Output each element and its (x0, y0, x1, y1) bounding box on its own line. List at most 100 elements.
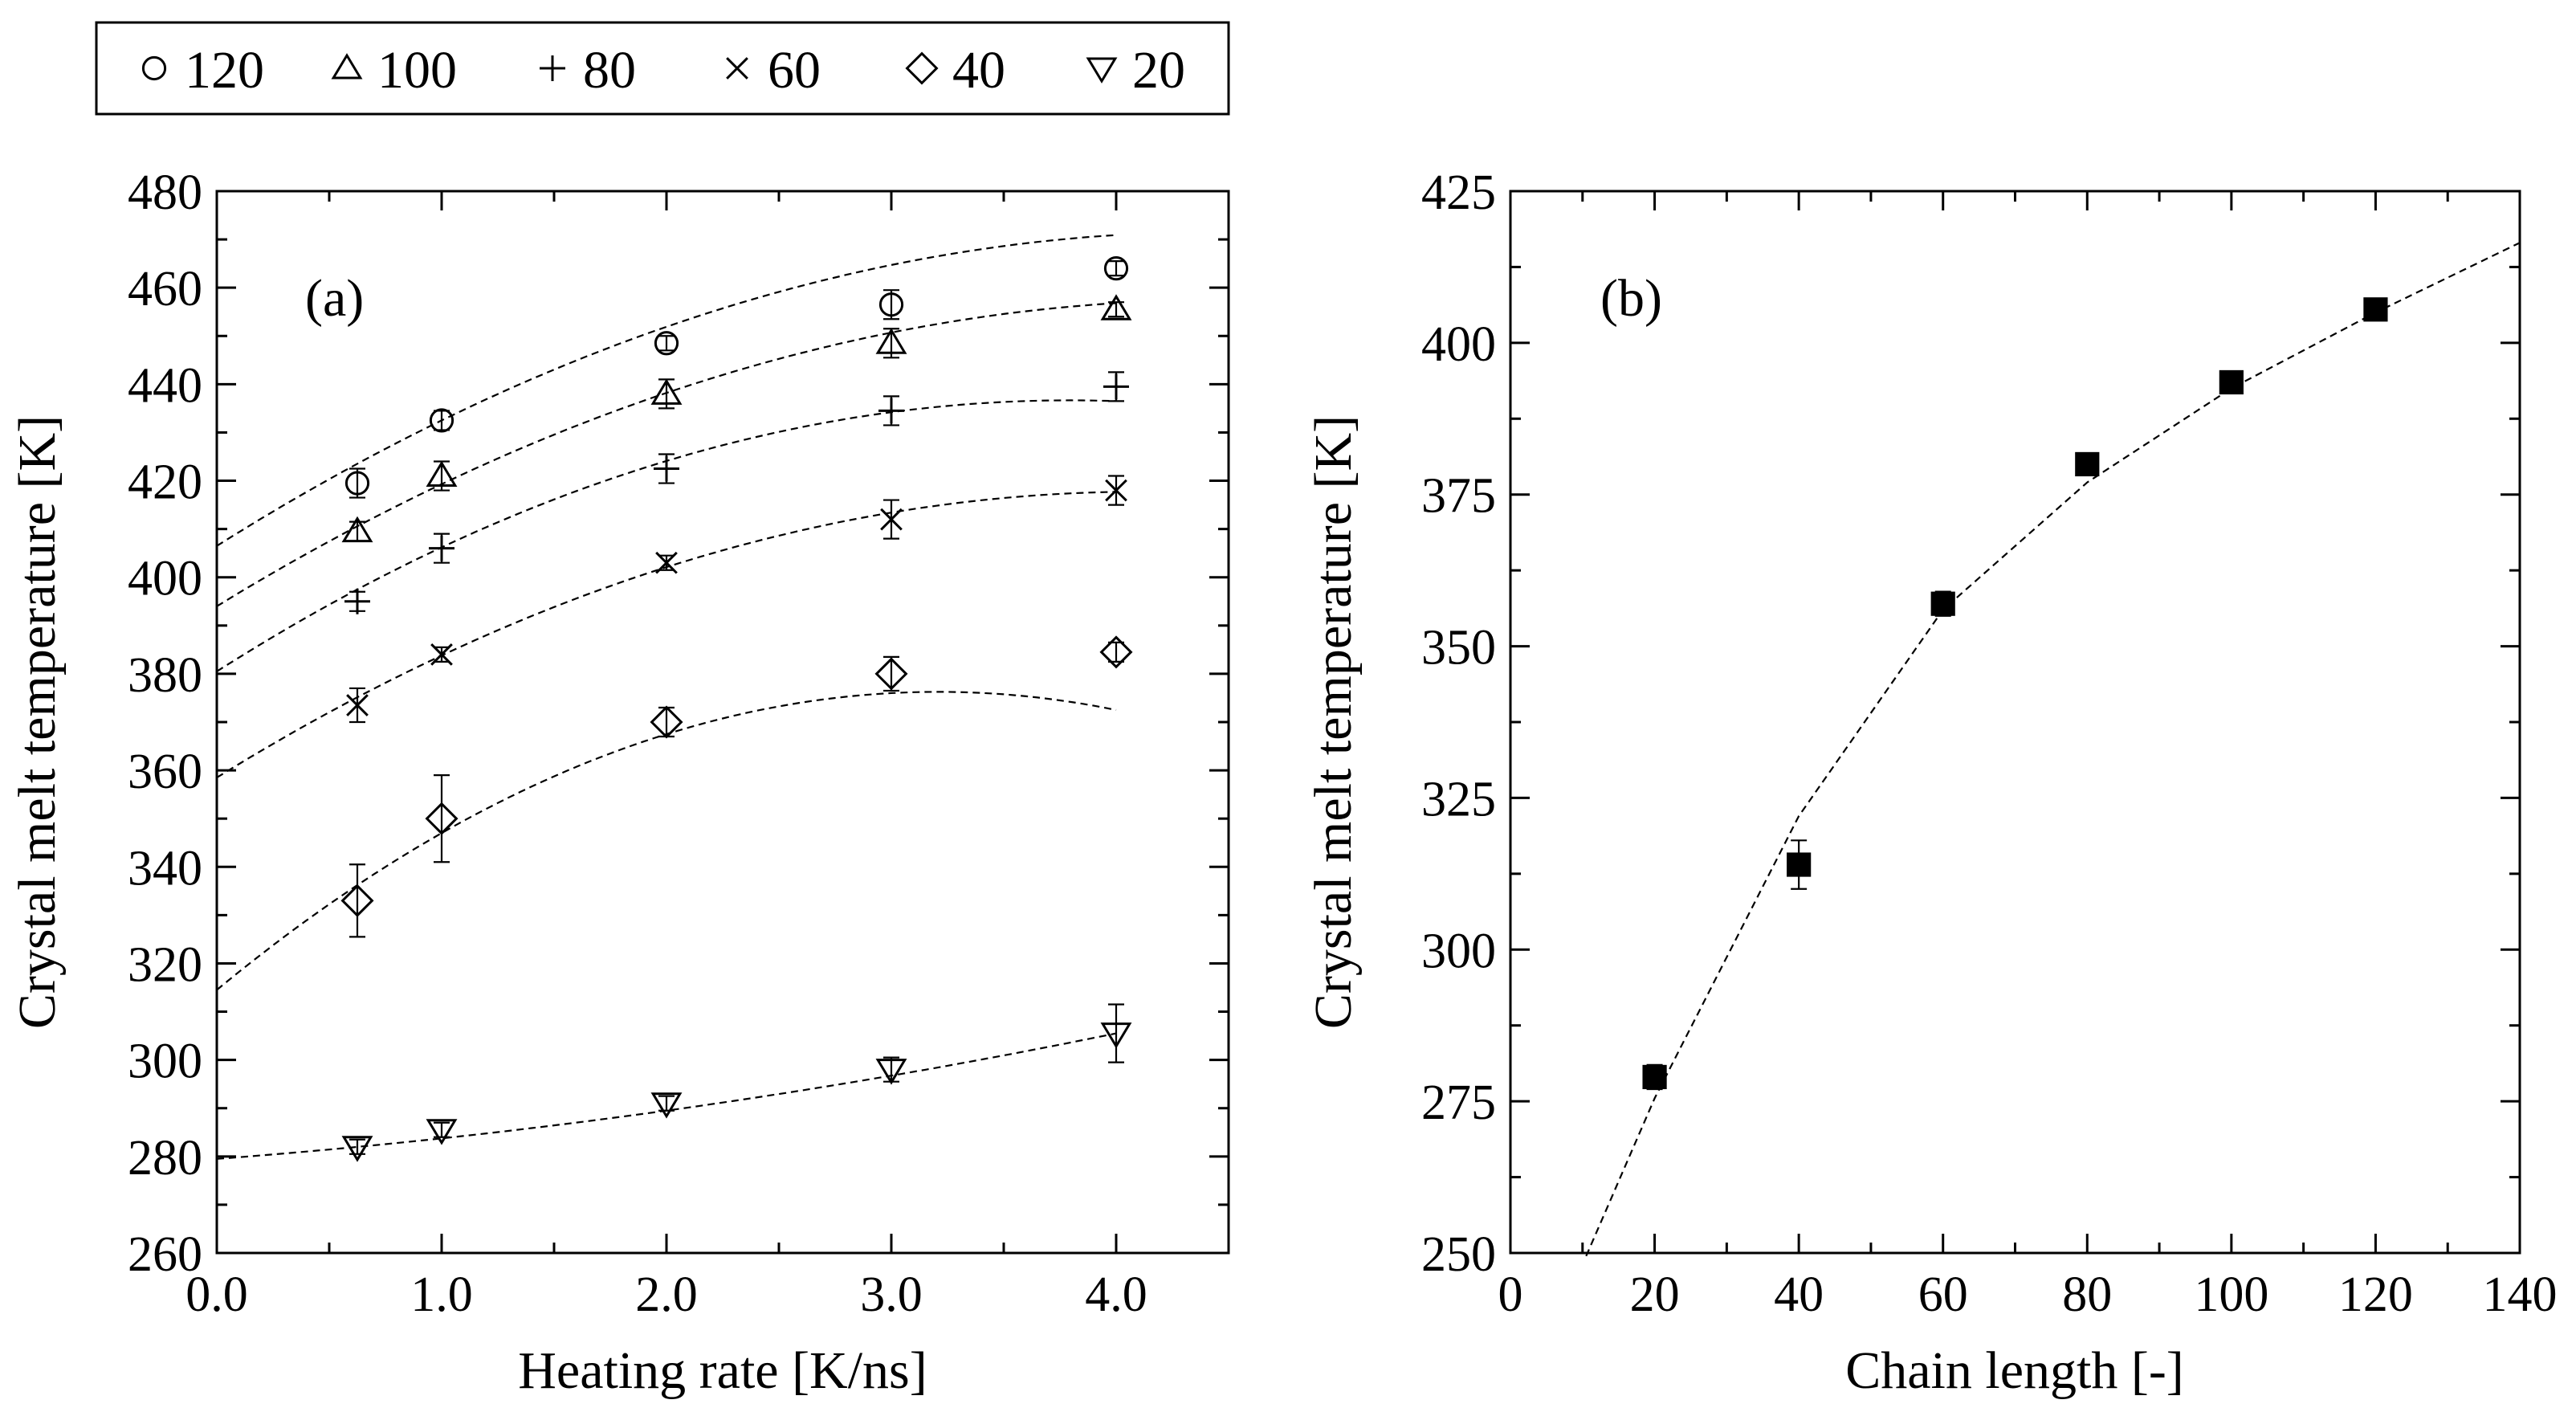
error-bar (434, 774, 450, 863)
panel-a: 0.0 1.0 2.0 3.0 4.0 260 280 300 320 340 360 380 400 4… (8, 165, 1230, 1400)
panel-b-ylabel: Crystal melt temperature [K] (1304, 415, 1363, 1029)
error-bar (658, 335, 675, 352)
panel-a-ylabel: Crystal melt temperature [K] (8, 415, 67, 1029)
panel-a-ytick-label: 300 (128, 1035, 202, 1089)
legend-marker-40 (905, 51, 939, 85)
panel-a-ytick-label: 340 (128, 841, 202, 896)
data-point-40 (1099, 635, 1133, 669)
error-bar (349, 520, 365, 542)
data-point-20 (341, 1136, 373, 1162)
data-point-60 (430, 643, 453, 666)
legend-marker-60 (726, 57, 748, 80)
data-point-60 (346, 694, 369, 716)
legend-marker-80 (540, 55, 565, 81)
panel-b-ytick-label: 425 (1421, 165, 1496, 220)
fit-line-melt-temperature (1585, 242, 2521, 1257)
data-point-melt-temperature (1642, 1064, 1667, 1090)
data-point-80 (1103, 373, 1129, 400)
data-point-120 (429, 408, 454, 433)
data-point-melt-temperature (1787, 852, 1812, 877)
panel-b-xtick-label: 80 (2062, 1267, 2112, 1322)
error-bar (349, 467, 365, 499)
panel-b-ytick-label: 325 (1421, 772, 1496, 826)
data-point-20 (650, 1092, 683, 1119)
panel-b-xtick-label: 20 (1630, 1267, 1680, 1322)
panel-b-xtick-label: 40 (1774, 1267, 1824, 1322)
panel-a-ytick-label: 280 (128, 1131, 202, 1186)
data-point-80 (344, 588, 370, 614)
panel-b-ytick-label: 375 (1421, 469, 1496, 524)
panel-b-ytick-label: 300 (1421, 924, 1496, 978)
legend-marker-100 (331, 53, 363, 80)
panel-a-xtick-label: 2.0 (635, 1267, 698, 1322)
legend: 120 100 80 60 40 20 (95, 21, 1230, 116)
panel-b-ytick-label: 250 (1421, 1227, 1496, 1282)
legend-label-60: 60 (768, 41, 821, 100)
panel-a-ytick-label: 360 (128, 745, 202, 799)
data-point-20 (426, 1119, 458, 1145)
data-point-60 (880, 508, 903, 531)
data-point-120 (1103, 256, 1129, 281)
error-bar (883, 655, 899, 692)
data-point-100 (650, 378, 683, 405)
data-point-melt-temperature (2363, 297, 2388, 322)
data-point-100 (341, 516, 373, 543)
fit-line-120 (216, 234, 1117, 547)
panel-a-ytick-label: 440 (128, 358, 202, 413)
data-point-80 (654, 455, 679, 482)
data-point-100 (426, 460, 458, 488)
panel-b-xtick-label: 100 (2194, 1267, 2268, 1322)
data-point-120 (344, 471, 370, 496)
data-point-40 (340, 884, 374, 917)
error-bar (1108, 260, 1124, 277)
panel-a-ytick-label: 320 (128, 937, 202, 992)
panel-b-xlabel: Chain length [-] (1845, 1341, 2184, 1400)
panel-b-label: (b) (1600, 269, 1662, 328)
panel-a-ytick-label: 380 (128, 648, 202, 703)
error-bar (883, 289, 899, 320)
panel-b-ytick-label: 275 (1421, 1075, 1496, 1130)
legend-label-120: 120 (185, 41, 264, 100)
legend-marker-120 (141, 55, 167, 81)
error-bar (434, 1121, 450, 1138)
data-point-60 (655, 551, 678, 574)
panel-a-xtick-label: 0.0 (185, 1267, 248, 1322)
data-point-60 (1105, 479, 1127, 502)
panel-a-ytick-label: 260 (128, 1227, 202, 1282)
legend-box (95, 21, 1230, 116)
data-point-40 (650, 705, 683, 739)
panel-b-xtick-label: 60 (1918, 1267, 1968, 1322)
panel-a-ytick-label: 400 (128, 552, 202, 606)
data-point-melt-temperature (2219, 369, 2244, 395)
panel-b-ytick-label: 350 (1421, 621, 1496, 675)
panel-b-frame (1509, 190, 2521, 1255)
error-bar (1108, 641, 1124, 663)
error-bar (1108, 1003, 1124, 1063)
panel-a-frame (215, 190, 1230, 1255)
data-point-melt-temperature (1930, 591, 1955, 616)
error-bar (349, 863, 365, 938)
panel-a-xtick-label: 1.0 (410, 1267, 473, 1322)
error-bar (434, 410, 450, 431)
data-point-20 (1100, 1022, 1132, 1049)
error-bar (1108, 301, 1124, 318)
error-bar (349, 1138, 365, 1155)
data-point-20 (875, 1059, 907, 1085)
data-point-80 (429, 535, 454, 561)
legend-label-80: 80 (583, 41, 636, 100)
data-point-melt-temperature (2075, 451, 2100, 477)
error-bar (658, 1095, 675, 1112)
fit-line-80 (216, 399, 1117, 672)
data-point-40 (874, 657, 908, 691)
data-point-100 (875, 328, 907, 354)
legend-label-40: 40 (952, 41, 1005, 100)
panel-a-xtick-label: 3.0 (860, 1267, 923, 1322)
panel-a-xtick-label: 4.0 (1085, 1267, 1147, 1322)
panel-b-xtick-label: 120 (2338, 1267, 2413, 1322)
data-point-120 (878, 292, 904, 317)
panel-a-ytick-label: 420 (128, 455, 202, 510)
legend-label-20: 20 (1132, 41, 1185, 100)
panel-b-xtick-label: 0 (1498, 1267, 1523, 1322)
panel-b-xtick-label: 140 (2483, 1267, 2558, 1322)
